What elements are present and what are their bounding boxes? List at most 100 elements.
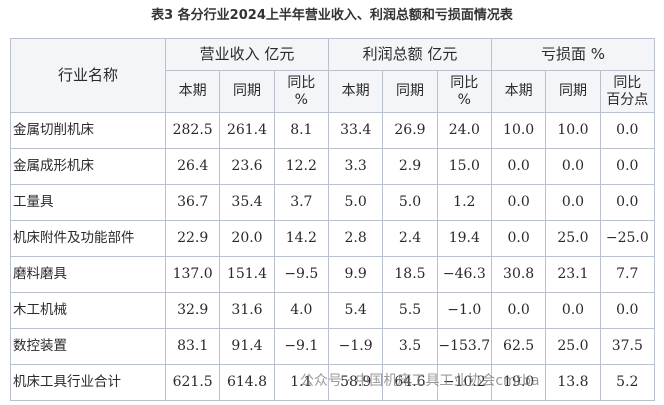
table-cell: 5.2 — [599, 364, 656, 401]
header-cell: 同期 — [545, 70, 601, 113]
table-row: 机床附件及功能部件 22.9 20.0 14.2 2.8 2.4 19.4 0.0 25.0 −2… — [10, 220, 656, 257]
table-cell: −1.0 — [436, 292, 492, 329]
row-label: 磨料磨具 — [10, 256, 166, 293]
table-title: 表3 各分行业2024上半年营业收入、利润总额和亏损面情况表 — [151, 8, 513, 23]
header-cell: 同期 — [382, 70, 438, 113]
table-row: 机床工具行业合计 621.5 614.8 1.1 58.9 64.6 −10.2 19.0 13… — [10, 364, 656, 401]
table-cell: 30.8 — [490, 256, 547, 293]
table-cell: 9.9 — [327, 256, 384, 293]
table-cell: 0.0 — [490, 220, 547, 257]
header-group: 营业收入 亿元 — [165, 38, 329, 71]
table-cell: 0.0 — [490, 184, 547, 221]
header-row: 行业名称 营业收入 亿元 利润总额 亿元 亏损面 % — [10, 38, 656, 113]
table-cell: 31.6 — [219, 292, 275, 329]
header-cell: 本期 — [327, 70, 384, 113]
table-cell: 2.9 — [382, 148, 438, 185]
table-cell: 26.4 — [164, 148, 221, 185]
table-cell: 62.5 — [490, 328, 547, 365]
table-cell: 58.9 — [327, 364, 384, 401]
table-cell: 26.9 — [382, 112, 438, 149]
table-cell: 13.8 — [545, 364, 601, 401]
table-cell: 14.2 — [273, 220, 329, 257]
table-cell: 23.1 — [545, 256, 601, 293]
table-row: 金属切削机床 282.5 261.4 8.1 33.4 26.9 24.0 10.0 10.0 0… — [10, 112, 656, 149]
table-cell: 24.0 — [436, 112, 492, 149]
table-cell: 3.3 — [327, 148, 384, 185]
table-cell: 5.0 — [327, 184, 384, 221]
table-cell: 137.0 — [164, 256, 221, 293]
table-cell: 621.5 — [164, 364, 221, 401]
table-cell: 12.2 — [273, 148, 329, 185]
table-cell: 37.5 — [599, 328, 656, 365]
table-cell: 10.0 — [545, 112, 601, 149]
table-row: 木工机械 32.9 31.6 4.0 5.4 5.5 −1.0 0.0 0.0 0.0 — [10, 292, 656, 329]
table-cell: 5.5 — [382, 292, 438, 329]
header-group: 亏损面 % — [490, 38, 656, 71]
table-cell: 0.0 — [545, 148, 601, 185]
table-row: 磨料磨具 137.0 151.4 −9.5 9.9 18.5 −46.3 30.8 23.1 7.… — [10, 256, 656, 293]
table-cell: 18.5 — [382, 256, 438, 293]
table-cell: 2.8 — [327, 220, 384, 257]
table-cell: 0.0 — [599, 148, 656, 185]
row-label: 金属成形机床 — [10, 148, 166, 185]
table-cell: 614.8 — [219, 364, 275, 401]
table-cell: −153.7 — [436, 328, 492, 365]
data-table: 行业名称 营业收入 亿元 利润总额 亿元 亏损面 % 本期 同期 同比 % 本期 同期 同比 % 本… — [10, 38, 656, 401]
row-label: 金属切削机床 — [10, 112, 166, 149]
table-cell: 151.4 — [219, 256, 275, 293]
table-cell: 3.5 — [382, 328, 438, 365]
table-cell: −25.0 — [599, 220, 656, 257]
row-label: 机床工具行业合计 — [10, 364, 166, 401]
table-cell: 91.4 — [219, 328, 275, 365]
row-label: 数控装置 — [10, 328, 166, 365]
table-row: 金属成形机床 26.4 23.6 12.2 3.3 2.9 15.0 0.0 0.0 0.0 — [10, 148, 656, 185]
table-cell: 10.0 — [490, 112, 547, 149]
header-cell: 同比 % — [436, 70, 492, 113]
table-cell: 282.5 — [164, 112, 221, 149]
table-cell: −9.5 — [273, 256, 329, 293]
table-cell: 1.2 — [436, 184, 492, 221]
table-cell: 25.0 — [545, 328, 601, 365]
header-cell: 行业名称 — [10, 38, 166, 113]
header-cell: 本期 — [164, 70, 221, 113]
table-cell: 7.7 — [599, 256, 656, 293]
table-cell: 0.0 — [599, 184, 656, 221]
table-cell: 0.0 — [599, 292, 656, 329]
table-cell: 0.0 — [599, 112, 656, 149]
table-cell: 5.0 — [382, 184, 438, 221]
table-cell: 83.1 — [164, 328, 221, 365]
table-cell: 19.4 — [436, 220, 492, 257]
table-cell: −9.1 — [273, 328, 329, 365]
table-cell: 3.7 — [273, 184, 329, 221]
header-cell: 同比 百分点 — [599, 70, 656, 113]
table-cell: 0.0 — [545, 184, 601, 221]
watermark: 公众号 · 中国机床工具工业协会cmtba — [300, 373, 540, 389]
table-cell: 5.4 — [327, 292, 384, 329]
row-label: 工量具 — [10, 184, 166, 221]
table-cell: 32.9 — [164, 292, 221, 329]
table-cell: 33.4 — [327, 112, 384, 149]
table-row: 工量具 36.7 35.4 3.7 5.0 5.0 1.2 0.0 0.0 0.0 — [10, 184, 656, 221]
header-cell: 同比 % — [273, 70, 329, 113]
header-cell: 同期 — [219, 70, 275, 113]
table-row: 数控装置 83.1 91.4 −9.1 −1.9 3.5 −153.7 62.5 25.0 37.… — [10, 328, 656, 365]
table-cell: −1.9 — [327, 328, 384, 365]
table-cell: 35.4 — [219, 184, 275, 221]
table-cell: 22.9 — [164, 220, 221, 257]
table-cell: 0.0 — [490, 292, 547, 329]
table-cell: 25.0 — [545, 220, 601, 257]
table-cell: 0.0 — [545, 292, 601, 329]
header-group: 利润总额 亿元 — [327, 38, 492, 71]
table-cell: 19.0 — [490, 364, 547, 401]
table-cell: 15.0 — [436, 148, 492, 185]
table-cell: 8.1 — [273, 112, 329, 149]
table-cell: −46.3 — [436, 256, 492, 293]
row-label: 木工机械 — [10, 292, 166, 329]
table-cell: 36.7 — [164, 184, 221, 221]
table-cell: 4.0 — [273, 292, 329, 329]
table-cell: 2.4 — [382, 220, 438, 257]
header-row: 本期 同期 同比 % 本期 同期 同比 % 本期 同期 同比 百分点 — [11, 70, 656, 113]
table-cell: 64.6 — [382, 364, 438, 401]
table-cell: 20.0 — [219, 220, 275, 257]
